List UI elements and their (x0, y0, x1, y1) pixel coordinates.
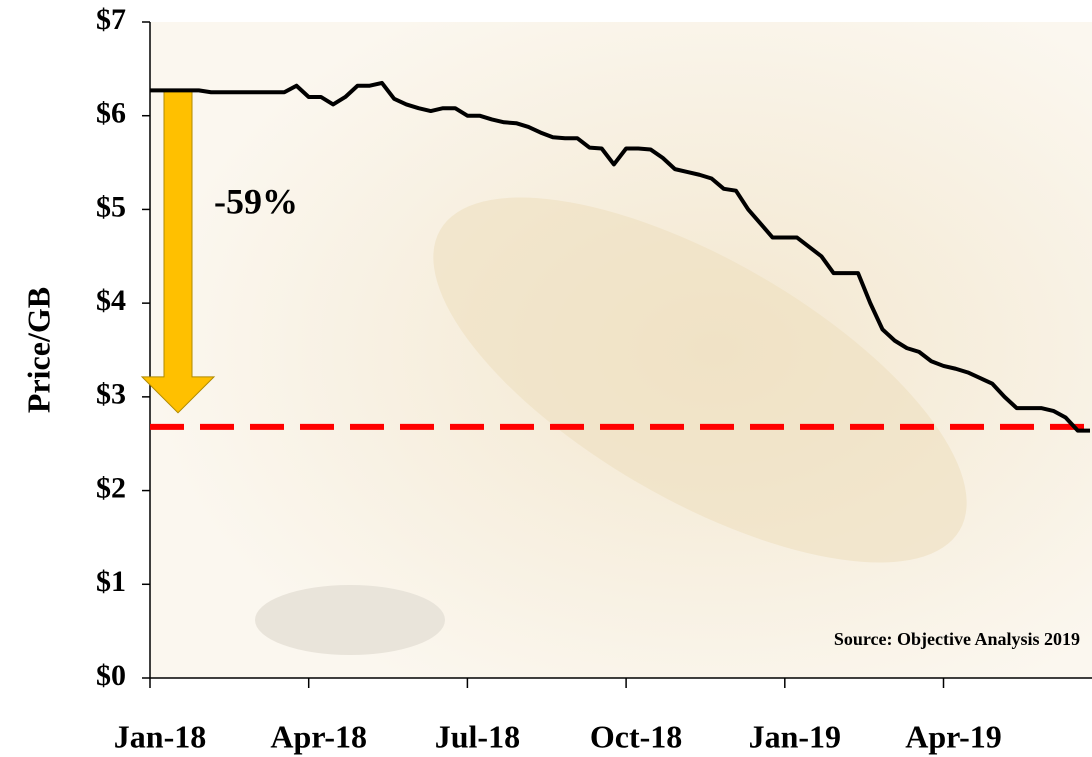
drop-arrow (140, 89, 216, 414)
x-tick-label: Apr-19 (905, 718, 1002, 754)
y-tick-label: $1 (96, 565, 126, 598)
y-tick-label: $0 (96, 659, 126, 692)
source-note: Source: Objective Analysis 2019 (834, 629, 1080, 649)
background-decoration (433, 197, 967, 563)
annotation: -59% (214, 181, 298, 221)
y-tick-label: $3 (96, 378, 126, 411)
y-tick-label: $7 (96, 3, 126, 36)
y-tick-label: $4 (96, 284, 126, 317)
x-tick-label: Oct-18 (590, 718, 682, 754)
price-line (150, 80, 1090, 433)
x-tick-label: Jan-18 (114, 718, 206, 754)
y-axis-label: Price/GB (20, 287, 56, 413)
y-tick-label: $5 (96, 190, 126, 223)
background-decoration (255, 585, 445, 655)
x-tick-label: Apr-18 (270, 718, 367, 754)
y-tick-label: $2 (96, 471, 126, 504)
x-tick-label: Jan-19 (749, 718, 841, 754)
y-tick-label: $6 (96, 97, 126, 130)
x-tick-label: Jul-18 (435, 718, 520, 754)
